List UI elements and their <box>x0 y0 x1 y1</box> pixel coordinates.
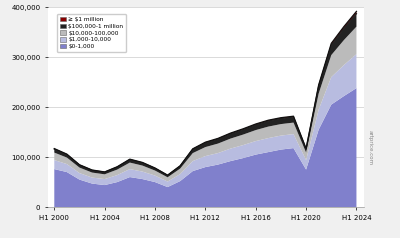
Legend: ≥ $1 million, $100,000-1 million, $10,000-100,000, $1,000-10,000, $0-1,000: ≥ $1 million, $100,000-1 million, $10,00… <box>57 14 126 52</box>
Text: artprice.com: artprice.com <box>367 129 372 165</box>
